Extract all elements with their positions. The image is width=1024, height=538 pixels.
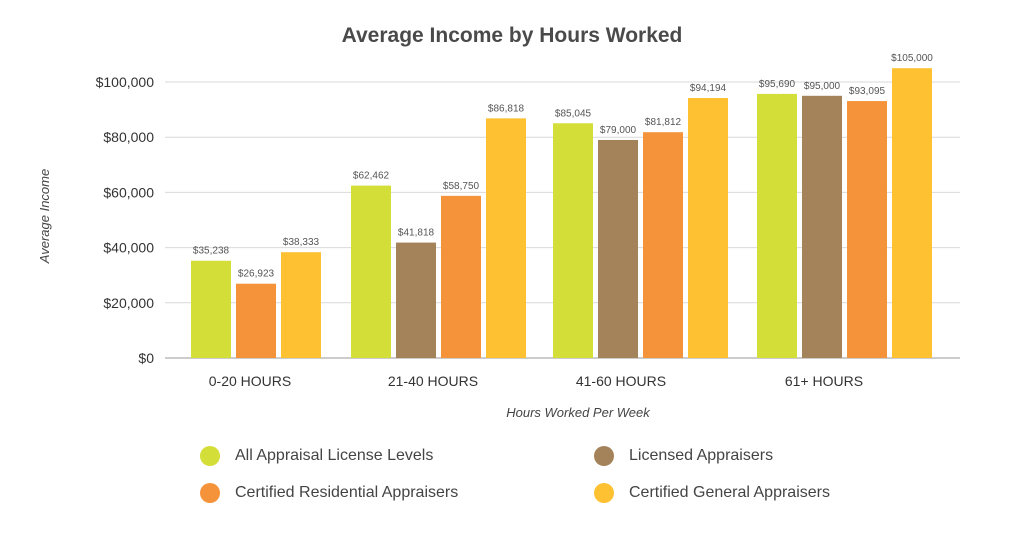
y-tick-label: $80,000: [103, 129, 154, 145]
bar: [688, 98, 728, 358]
x-tick-label: 41-60 HOURS: [576, 373, 666, 389]
bar: [441, 195, 481, 358]
data-labels: $35,238 $26,923 $38,333 $62,462 $41,818 $58,7…: [193, 53, 933, 279]
x-tick-label: 0-20 HOURS: [209, 373, 291, 389]
x-tick-label: 21-40 HOURS: [388, 373, 478, 389]
legend-swatch: [594, 446, 614, 466]
bars: [191, 68, 932, 359]
bar: [643, 132, 683, 358]
legend-item: Certified General Appraisers: [594, 483, 830, 503]
y-axis-title: Average Income: [37, 169, 52, 264]
bar: [191, 260, 231, 358]
data-label: $38,333: [283, 237, 320, 248]
data-label: $94,194: [690, 83, 727, 94]
bar: [847, 101, 887, 358]
legend-swatch: [200, 483, 220, 503]
data-label: $95,690: [759, 79, 796, 90]
x-tick-label: 61+ HOURS: [785, 373, 863, 389]
bar: [281, 252, 321, 358]
bar: [757, 93, 797, 358]
data-label: $95,000: [804, 81, 841, 92]
bar: [598, 139, 638, 358]
legend-label: Certified Residential Appraisers: [235, 484, 459, 501]
x-axis-ticks: 0-20 HOURS 21-40 HOURS 41-60 HOURS 61+ HOUR…: [209, 373, 863, 389]
y-tick-label: $100,000: [96, 74, 155, 90]
legend-item: All Appraisal License Levels: [200, 446, 433, 466]
bar: [802, 95, 842, 359]
data-label: $93,095: [849, 86, 886, 97]
data-label: $105,000: [891, 53, 933, 64]
y-tick-label: $20,000: [103, 295, 154, 311]
data-label: $81,812: [645, 117, 682, 128]
chart-title: Average Income by Hours Worked: [341, 24, 683, 47]
bar: [351, 185, 391, 358]
data-label: $85,045: [555, 108, 592, 119]
bar: [396, 242, 436, 358]
data-label: $62,462: [353, 171, 390, 182]
bar: [553, 123, 593, 358]
bar: [236, 283, 276, 358]
data-label: $79,000: [600, 125, 637, 136]
data-label: $26,923: [238, 269, 275, 280]
legend-item: Certified Residential Appraisers: [200, 483, 458, 503]
legend-swatch: [200, 446, 220, 466]
legend-item: Licensed Appraisers: [594, 446, 773, 466]
data-label: $41,818: [398, 228, 435, 239]
bar: [892, 68, 932, 358]
y-tick-label: $40,000: [103, 240, 154, 256]
x-axis-title: Hours Worked Per Week: [506, 405, 651, 420]
legend-label: Certified General Appraisers: [629, 484, 830, 501]
bar: [486, 118, 526, 358]
data-label: $86,818: [488, 103, 525, 114]
legend-label: Licensed Appraisers: [629, 447, 774, 464]
y-tick-label: $0: [138, 350, 154, 366]
data-label: $58,750: [443, 181, 480, 192]
legend-label: All Appraisal License Levels: [235, 447, 434, 464]
y-tick-label: $60,000: [103, 184, 154, 200]
y-axis-ticks: $0 $20,000 $40,000 $60,000 $80,000 $100,000: [96, 74, 155, 366]
data-label: $35,238: [193, 246, 230, 257]
legend-swatch: [594, 483, 614, 503]
